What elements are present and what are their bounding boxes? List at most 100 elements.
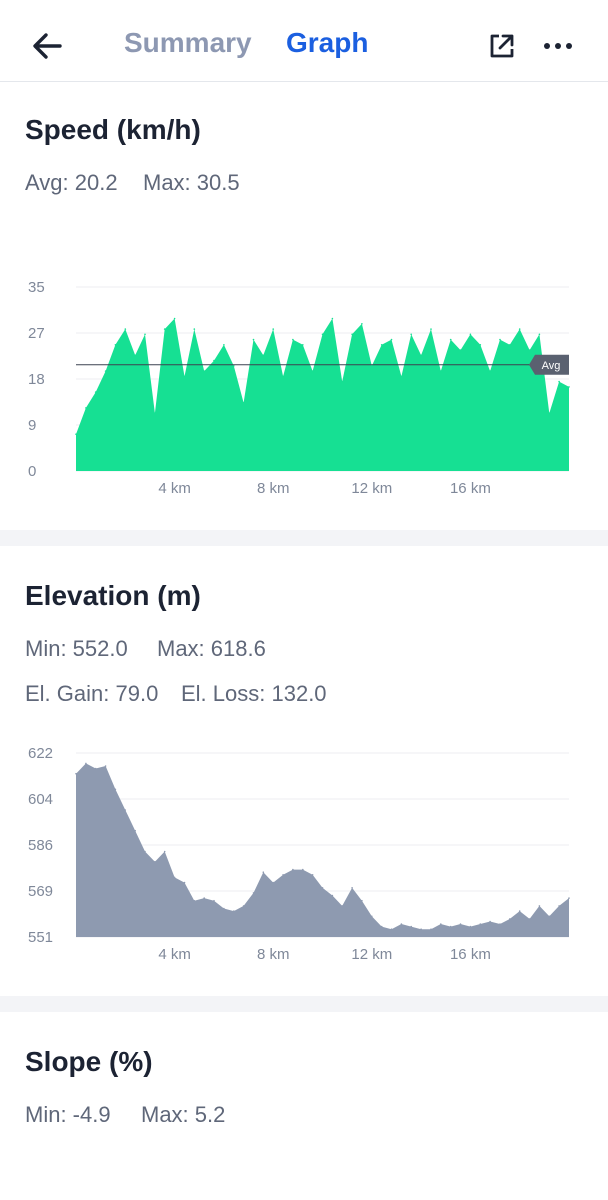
data-point <box>430 328 432 330</box>
elevation-chart: 551 569 586 604 622 4 km 8 km 12 km 16 km <box>0 736 608 976</box>
data-point <box>114 788 117 791</box>
y-tick-label: 569 <box>28 883 53 900</box>
data-point <box>331 894 334 897</box>
data-point <box>242 401 245 404</box>
data-point <box>223 344 225 346</box>
elevation-min: Min: 552.0 <box>25 636 128 661</box>
data-point <box>390 338 393 341</box>
data-point <box>538 905 541 907</box>
data-point <box>203 897 205 899</box>
avg-label: Avg <box>542 360 561 372</box>
y-tick-label: 35 <box>28 279 45 296</box>
data-point <box>311 874 314 876</box>
elevation-gain: El. Gain: 79.0 <box>25 681 159 706</box>
data-point <box>292 338 294 341</box>
area-series <box>76 318 569 471</box>
data-point <box>568 386 570 388</box>
data-point <box>94 767 97 770</box>
data-point <box>459 923 462 925</box>
x-tick-label: 8 km <box>257 480 290 497</box>
data-point <box>331 317 334 320</box>
data-point <box>173 876 176 879</box>
data-point <box>233 365 235 367</box>
data-point <box>380 925 383 928</box>
x-tick-label: 8 km <box>257 946 290 963</box>
data-point <box>489 920 491 923</box>
data-point <box>538 333 541 336</box>
data-point <box>193 328 196 330</box>
back-button[interactable] <box>28 26 68 66</box>
data-point <box>440 923 442 925</box>
data-point <box>124 328 127 330</box>
data-point <box>203 370 205 372</box>
slope-min: Min: -4.9 <box>25 1102 111 1127</box>
data-point <box>272 328 275 330</box>
x-tick-label: 4 km <box>158 480 191 497</box>
section-separator <box>0 530 608 546</box>
data-point <box>144 850 146 853</box>
data-point <box>223 907 225 910</box>
data-point <box>341 905 344 907</box>
data-point <box>213 899 215 902</box>
tab-graph[interactable]: Graph <box>286 27 369 58</box>
elevation-title: Elevation (m) <box>25 580 201 611</box>
data-point <box>124 809 127 811</box>
data-point <box>509 918 511 920</box>
data-point <box>479 344 482 346</box>
y-tick-label: 586 <box>28 837 53 854</box>
data-point <box>213 359 215 362</box>
y-tick-label: 551 <box>28 929 53 946</box>
data-point <box>518 328 521 330</box>
data-point <box>163 850 166 853</box>
data-point <box>173 317 176 320</box>
data-point <box>302 868 304 871</box>
data-point <box>183 881 186 884</box>
data-point <box>400 923 403 925</box>
data-point <box>390 928 393 930</box>
x-tick-label: 12 km <box>351 946 392 963</box>
y-tick-label: 604 <box>28 791 53 808</box>
data-point <box>489 370 491 372</box>
data-point <box>469 333 472 336</box>
arrow-left-icon <box>33 33 62 59</box>
data-point <box>528 349 531 351</box>
data-point <box>430 928 432 930</box>
tab-summary[interactable]: Summary <box>124 27 252 58</box>
data-point <box>144 333 146 336</box>
top-bar: Summary Graph <box>0 0 608 82</box>
x-tick-label: 12 km <box>351 480 392 497</box>
data-point <box>518 910 521 912</box>
data-point <box>371 915 373 918</box>
elevation-max: Max: 618.6 <box>157 636 266 661</box>
data-point <box>469 925 472 928</box>
data-point <box>262 871 265 873</box>
speed-title: Speed (km/h) <box>25 114 201 145</box>
data-point <box>528 918 531 920</box>
share-button[interactable] <box>486 30 518 62</box>
section-separator <box>0 996 608 1012</box>
data-point <box>272 881 275 884</box>
data-point <box>321 887 324 889</box>
y-tick-label: 622 <box>28 745 53 762</box>
data-point <box>420 928 422 930</box>
y-tick-label: 18 <box>28 371 45 388</box>
data-point <box>85 407 87 409</box>
speed-avg: Avg: 20.2 <box>25 170 118 195</box>
data-point <box>351 887 353 889</box>
data-point <box>134 354 136 357</box>
data-point <box>558 380 560 383</box>
data-point <box>183 375 186 378</box>
data-point <box>302 344 304 346</box>
data-point <box>114 344 117 346</box>
data-point <box>459 349 462 351</box>
data-point <box>282 874 284 876</box>
data-point <box>282 375 284 378</box>
more-options-button[interactable] <box>540 30 576 62</box>
data-point <box>449 925 452 928</box>
data-point <box>252 892 255 894</box>
data-point <box>75 772 77 775</box>
data-point <box>154 861 156 863</box>
data-point <box>371 365 373 367</box>
data-point <box>499 338 501 341</box>
data-point <box>262 354 265 357</box>
